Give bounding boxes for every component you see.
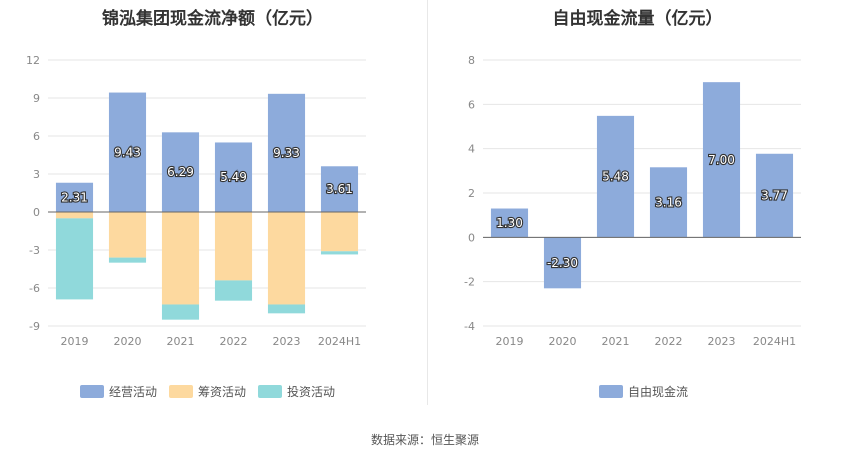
- legend-swatch: [258, 385, 283, 398]
- left-bar-2: [320, 212, 359, 252]
- legend-label: 投资活动: [287, 385, 336, 399]
- right-data-label: 3.16: [655, 195, 682, 209]
- left-y-tick-label: -6: [29, 282, 40, 295]
- data-source-note: 数据来源：恒生聚源: [370, 433, 479, 447]
- left-y-tick-label: 3: [33, 168, 40, 181]
- right-data-label: 3.77: [761, 189, 788, 203]
- left-bar-2: [267, 212, 306, 305]
- cashflow-net-chart: -9 -6 -3 0 3 6 9 12 2019 2020 2021 2022 2023 2024H1 2.…: [26, 54, 366, 348]
- left-y-tick-label: 0: [33, 206, 40, 219]
- right-x-tick-label: 2019: [496, 335, 524, 348]
- right-x-tick-label: 2023: [708, 335, 736, 348]
- left-bar-1: [214, 142, 253, 212]
- left-bar-1: [108, 92, 147, 212]
- left-x-tick-label: 2020: [114, 335, 142, 348]
- legend-label: 自由现金流: [628, 385, 689, 399]
- left-bar-2: [161, 212, 200, 305]
- left-legend-item[interactable]: 经营活动: [80, 383, 157, 400]
- free-cashflow-chart: -4 -2 0 2 4 6 8 2019 2020 2021 2022 2023 2024H1 1.30 -…: [464, 54, 801, 348]
- left-y-tick-label: 6: [33, 130, 40, 143]
- right-y-tick-label: 6: [468, 98, 475, 111]
- left-data-label: 9.43: [114, 145, 141, 159]
- left-y-tick-label: -3: [29, 244, 40, 257]
- left-bar-1: [55, 182, 94, 212]
- left-y-tick-label: 12: [26, 54, 40, 67]
- left-x-tick-label: 2022: [220, 335, 248, 348]
- right-data-label: 1.30: [496, 216, 523, 230]
- right-y-tick-label: 0: [468, 231, 475, 244]
- left-data-label: 6.29: [167, 165, 194, 179]
- right-bar-1: [649, 167, 688, 238]
- right-data-label: 7.00: [708, 153, 735, 167]
- left-data-label: 2.31: [61, 190, 88, 204]
- left-bar-1: [267, 93, 306, 212]
- left-bar-1: [320, 166, 359, 212]
- right-x-tick-label: 2022: [655, 335, 683, 348]
- right-bar-1: [543, 237, 582, 289]
- right-x-tick-label: 2024H1: [753, 335, 796, 348]
- legend-swatch: [599, 385, 623, 398]
- legend-swatch: [80, 385, 104, 398]
- left-bar-3: [320, 251, 359, 255]
- right-y-tick-label: 4: [468, 143, 475, 156]
- left-chart-title: 锦泓集团现金流净额（亿元）: [102, 9, 323, 29]
- legend-label: 筹资活动: [198, 385, 247, 399]
- right-legend: 自由现金流: [599, 383, 688, 400]
- left-bar-3: [108, 257, 147, 263]
- left-legend-item[interactable]: 筹资活动: [169, 383, 246, 400]
- right-legend-item[interactable]: 自由现金流: [599, 383, 688, 400]
- left-y-tick-label: -9: [29, 320, 40, 333]
- left-y-tick-label: 9: [33, 92, 40, 105]
- left-data-label: 9.33: [273, 146, 300, 160]
- left-bar-3: [267, 304, 306, 314]
- left-data-label: 3.61: [326, 182, 353, 196]
- left-bar-1: [161, 132, 200, 212]
- panel-divider: [427, 0, 428, 405]
- right-x-tick-label: 2020: [549, 335, 577, 348]
- right-data-label: -2.30: [547, 256, 578, 270]
- left-bar-3: [55, 218, 94, 300]
- left-bar-2: [108, 212, 147, 258]
- left-data-label: 5.49: [220, 170, 247, 184]
- right-chart-title: 自由现金流量（亿元）: [552, 9, 723, 29]
- right-y-tick-label: -2: [464, 276, 475, 289]
- left-x-tick-label: 2021: [167, 335, 195, 348]
- left-x-tick-label: 2019: [61, 335, 89, 348]
- right-y-tick-label: -4: [464, 320, 475, 333]
- legend-label: 经营活动: [109, 385, 158, 399]
- right-bar-1: [755, 153, 794, 238]
- left-x-tick-label: 2024H1: [318, 335, 361, 348]
- legend-swatch: [169, 385, 194, 398]
- right-bar-1: [702, 82, 741, 238]
- left-bar-3: [161, 304, 200, 320]
- left-x-tick-label: 2023: [273, 335, 301, 348]
- left-legend: 经营活动 筹资活动 投资活动: [80, 383, 335, 400]
- right-x-tick-label: 2021: [602, 335, 630, 348]
- right-data-label: 5.48: [602, 170, 629, 184]
- right-y-tick-label: 2: [468, 187, 475, 200]
- left-legend-item[interactable]: 投资活动: [258, 383, 335, 400]
- right-y-tick-label: 8: [468, 54, 475, 67]
- left-bar-2: [214, 212, 253, 281]
- right-bar-1: [596, 115, 635, 238]
- left-bar-3: [214, 280, 253, 301]
- right-bar-1: [490, 208, 529, 238]
- left-bar-2: [55, 212, 94, 219]
